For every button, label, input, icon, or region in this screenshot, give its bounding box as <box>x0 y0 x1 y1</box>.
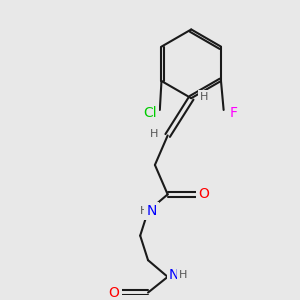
Text: O: O <box>198 188 209 201</box>
Text: H: H <box>150 129 159 139</box>
Text: H: H <box>200 92 209 102</box>
Text: F: F <box>230 106 238 120</box>
Text: O: O <box>109 286 120 300</box>
Text: H: H <box>179 270 187 280</box>
Text: N: N <box>169 268 179 282</box>
Text: N: N <box>146 204 157 218</box>
Text: H: H <box>140 206 149 216</box>
Text: Cl: Cl <box>143 106 157 120</box>
